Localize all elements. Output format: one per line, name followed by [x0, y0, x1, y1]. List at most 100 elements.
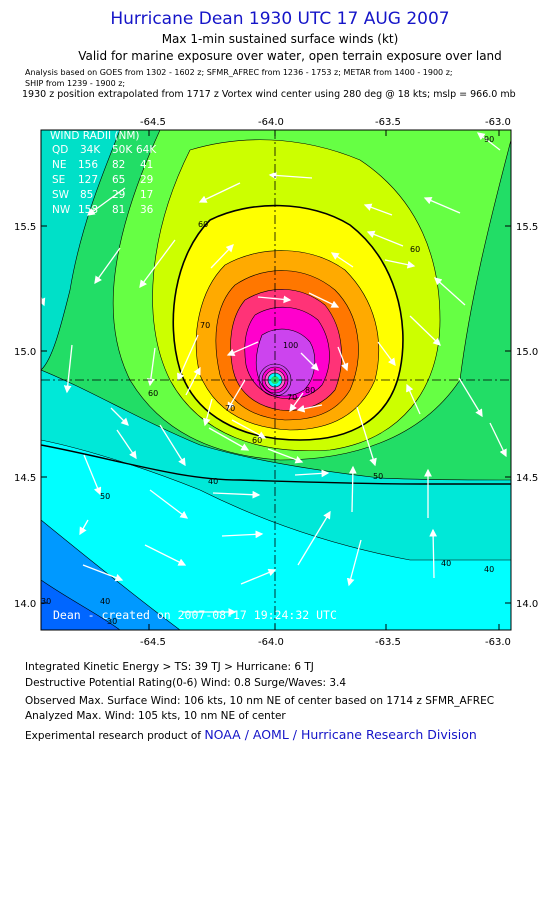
- wind-vector-arrow: [356, 406, 377, 467]
- wind-radii-value: 127: [78, 174, 98, 186]
- wind-vector-arrow: [297, 510, 331, 566]
- wind-vector-arrow: [240, 568, 277, 585]
- hrd-link[interactable]: NOAA / AOML / Hurricane Research Divisio…: [204, 727, 477, 742]
- wind-vector-arrow: [458, 377, 483, 418]
- wind-vector-arrow: [296, 404, 323, 413]
- wind-vector-arrow: [177, 334, 199, 382]
- contour-label: 80: [305, 386, 315, 395]
- lon-tick-label: -63.0: [485, 117, 511, 128]
- wind-radii-value: 65: [112, 174, 125, 186]
- wind-vector-arrow: [406, 383, 421, 415]
- contour-label: 60: [198, 220, 208, 229]
- contour-label: 90: [484, 135, 494, 144]
- map-frame: [40, 129, 512, 631]
- analyzed-wind-line: Analyzed Max. Wind: 105 kts, 10 nm NE of…: [25, 710, 286, 722]
- wind-vector-arrow: [144, 544, 187, 566]
- validity-note: Valid for marine exposure over water, op…: [78, 49, 502, 63]
- wind-vector-arrow: [79, 519, 89, 536]
- wind-radii-value: 158: [78, 204, 98, 216]
- analysis-sources: Analysis based on GOES from 1302 - 1602 …: [25, 67, 453, 89]
- wind-vector-arrow: [116, 429, 137, 460]
- wind-radii-value: 17: [140, 189, 153, 201]
- tick-labels: -64.5 -64.0 -63.5 -63.0 -64.5 -64.0 -63.…: [14, 117, 538, 648]
- contour-label: 40: [100, 597, 110, 606]
- wind-vector-arrow: [366, 230, 404, 247]
- wind-vector-arrow: [227, 379, 246, 411]
- map-subtitle: Max 1-min sustained surface winds (kt): [161, 32, 399, 46]
- wind-vector-arrow: [208, 427, 250, 451]
- center-crosshair: [41, 130, 511, 630]
- wind-vector-arrow: [82, 564, 124, 582]
- wind-radii-quadrant: NE: [52, 159, 67, 171]
- wind-radii-quadrant: NW: [52, 204, 71, 216]
- lon-tick-label: -64.0: [258, 637, 284, 648]
- lon-tick-label: -63.5: [375, 637, 401, 648]
- wind-vector-arrow: [221, 530, 264, 539]
- lat-tick-label: 14.0: [516, 599, 538, 610]
- contour-label: 30: [107, 617, 117, 626]
- wind-radii-value: 156: [78, 159, 98, 171]
- contour-label: 70: [225, 404, 235, 413]
- wind-radii-header-50k: 50K: [112, 144, 133, 156]
- wind-vector-arrow: [423, 196, 461, 214]
- wind-vector-arrow: [94, 247, 121, 285]
- contour-label: 40: [484, 565, 494, 574]
- wind-radii-table: WIND RADII (NM) QD 34K 50K 64K NE 156 82…: [50, 130, 157, 216]
- wind-vector-arrow: [289, 392, 304, 413]
- wind-vector-arrow: [489, 422, 507, 458]
- lat-tick-label: 15.5: [516, 222, 538, 233]
- wind-radii-value: 36: [140, 204, 154, 216]
- wind-vector-arrow: [210, 244, 234, 269]
- wind-vector-arrow: [267, 448, 304, 464]
- credit-prefix: Experimental research product of: [25, 730, 201, 742]
- wind-radii-value: 85: [80, 189, 93, 201]
- contour-label: 60: [410, 245, 420, 254]
- lon-tick-label: -64.5: [140, 117, 166, 128]
- observed-wind-line: Observed Max. Surface Wind: 106 kts, 10 …: [25, 695, 495, 707]
- contour-label: 50: [100, 492, 110, 501]
- research-credit: Experimental research product of NOAA / …: [25, 727, 477, 742]
- wind-vector-arrow: [308, 292, 340, 308]
- contour-label: 40: [208, 477, 218, 486]
- wind-vector-arrow: [147, 347, 156, 387]
- wind-vectors: [41, 132, 507, 616]
- wind-vector-arrow: [41, 295, 46, 307]
- wind-radii-value: 81: [112, 204, 125, 216]
- wind-radii-header-64k: 64K: [136, 144, 157, 156]
- contour-label: 60: [148, 389, 158, 398]
- created-credit: Dean - created on 2007-08-17 19:24:32 UT…: [53, 608, 337, 622]
- contour-label: 30: [41, 597, 51, 606]
- lat-tick-label: 14.0: [14, 599, 36, 610]
- analysis-line-2: SHIP from 1239 - 1900 z;: [25, 79, 126, 88]
- wind-radii-value: 41: [140, 159, 153, 171]
- wind-vector-arrow: [330, 252, 354, 268]
- lat-tick-label: 14.5: [14, 473, 36, 484]
- wind-vector-arrow: [202, 398, 213, 427]
- wind-vector-arrow: [212, 490, 261, 499]
- wind-vector-arrow: [434, 277, 466, 306]
- contour-labels: 90 60 60 70 60 100 70 60 50 50 40 40 40 …: [41, 135, 494, 626]
- wind-vector-arrow: [226, 341, 259, 356]
- wind-vector-arrow: [86, 187, 126, 216]
- wind-vector-arrow: [348, 465, 357, 513]
- wind-radii-quadrant: SW: [52, 189, 70, 201]
- wind-field-map: 90 60 60 70 60 100 70 60 50 50 40 40 40 …: [14, 117, 538, 648]
- lat-tick-label: 15.0: [516, 347, 538, 358]
- contour-label: 60: [252, 436, 262, 445]
- lon-tick-label: -63.5: [375, 117, 401, 128]
- wind-vector-arrow: [384, 259, 416, 269]
- axis-ticks: [41, 130, 511, 630]
- wind-vector-arrow: [409, 315, 441, 346]
- lat-tick-label: 15.0: [14, 347, 36, 358]
- wind-vector-arrow: [83, 454, 102, 496]
- lat-tick-label: 14.5: [516, 473, 538, 484]
- lon-tick-label: -64.5: [140, 637, 166, 648]
- wind-radii-header-qd: QD: [52, 144, 68, 156]
- wind-vector-arrow: [300, 352, 319, 371]
- wind-vector-arrow: [185, 366, 201, 396]
- analysis-line-1: Analysis based on GOES from 1302 - 1602 …: [25, 68, 453, 77]
- dpr-line: Destructive Potential Rating(0-6) Wind: …: [25, 677, 347, 689]
- contour-label: 70: [287, 393, 297, 402]
- lon-tick-label: -64.0: [258, 117, 284, 128]
- wind-contours: 90 60 60 70 60 100 70 60 50 50 40 40 40 …: [41, 130, 511, 630]
